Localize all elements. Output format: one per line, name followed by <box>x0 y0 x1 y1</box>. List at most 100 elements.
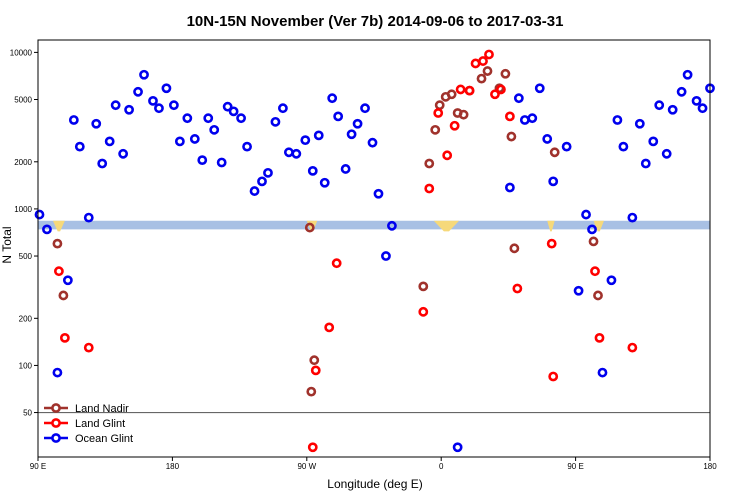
data-point <box>352 118 363 129</box>
data-point <box>74 141 85 152</box>
data-point <box>367 137 378 148</box>
data-point <box>490 89 500 100</box>
data-point <box>682 69 693 80</box>
x-tick-label: 180 <box>166 462 180 471</box>
data-point <box>548 176 559 187</box>
data-point <box>270 116 281 127</box>
data-point <box>500 68 511 79</box>
data-point <box>546 238 557 249</box>
data-point <box>52 367 63 378</box>
y-tick-label: 100 <box>19 361 33 370</box>
data-point <box>306 386 317 397</box>
data-point <box>104 136 115 147</box>
data-point <box>606 275 617 286</box>
data-point <box>133 86 143 97</box>
data-point <box>174 136 185 147</box>
data-point <box>373 188 384 199</box>
y-tick-label: 1000 <box>14 205 32 214</box>
data-point <box>249 186 260 196</box>
data-point <box>242 141 252 152</box>
data-point <box>482 66 493 76</box>
data-point <box>464 85 475 96</box>
data-point <box>263 167 273 178</box>
data-point <box>433 108 444 118</box>
data-point <box>58 290 69 301</box>
data-point <box>449 120 460 131</box>
data-point <box>458 109 469 120</box>
data-point <box>236 113 246 124</box>
data-point <box>527 113 538 124</box>
data-point <box>83 342 94 353</box>
data-point <box>307 442 318 453</box>
data-point <box>139 69 149 80</box>
data-point <box>455 84 466 95</box>
data-point <box>654 100 665 111</box>
data-point <box>327 93 338 104</box>
data-point <box>597 367 608 378</box>
data-point <box>304 222 315 233</box>
data-point <box>612 115 623 125</box>
data-point <box>618 141 629 152</box>
data-point <box>446 89 457 100</box>
data-point <box>561 141 572 152</box>
data-point <box>590 266 600 277</box>
data-point <box>573 285 584 296</box>
data-point <box>291 148 302 159</box>
data-point <box>676 86 687 97</box>
data-point <box>209 124 220 135</box>
legend-label: Land Nadir <box>75 403 129 415</box>
chart-title: 10N-15N November (Ver 7b) 2014-09-06 to … <box>187 13 564 30</box>
data-point <box>148 95 158 106</box>
data-point <box>197 155 208 166</box>
data-point <box>424 158 435 169</box>
data-point <box>59 332 70 343</box>
data-point <box>640 158 651 169</box>
data-point <box>534 83 545 94</box>
x-axis-label: Longitude (deg E) <box>327 477 422 491</box>
data-point <box>581 209 591 220</box>
data-point <box>691 95 702 106</box>
data-point <box>203 113 214 124</box>
data-point <box>313 130 324 141</box>
land-segment <box>547 220 555 232</box>
data-point <box>228 106 239 117</box>
data-point <box>549 147 560 158</box>
data-point <box>442 150 453 161</box>
data-point <box>418 306 429 317</box>
data-point <box>484 49 494 60</box>
land-segment <box>433 220 460 232</box>
data-point <box>91 118 102 129</box>
data-point <box>587 224 597 235</box>
x-tick-label: 0 <box>439 462 444 471</box>
data-point <box>418 281 429 292</box>
data-point <box>300 135 311 146</box>
data-point <box>381 251 391 261</box>
data-point <box>496 84 506 95</box>
land-segment <box>593 220 604 232</box>
legend-marker <box>51 433 61 443</box>
y-tick-label: 2000 <box>14 158 32 167</box>
data-point <box>387 220 397 231</box>
data-point <box>222 101 233 112</box>
y-tick-label: 200 <box>19 314 33 323</box>
y-tick-label: 10000 <box>10 48 33 57</box>
data-point <box>110 100 121 111</box>
data-point <box>542 134 553 144</box>
data-point <box>548 371 559 382</box>
data-point <box>661 148 672 159</box>
data-point <box>161 83 172 94</box>
data-point <box>68 115 79 125</box>
legend-marker <box>51 418 61 428</box>
data-point <box>430 124 441 135</box>
data-point <box>124 104 134 115</box>
data-point <box>62 275 73 286</box>
data-point <box>154 103 164 114</box>
y-tick-label: 500 <box>19 252 33 261</box>
data-point <box>97 158 108 169</box>
plot-layer: 50 100 200 500 1000 2000 5000 10000 90 E 180 90 W 0… <box>10 48 717 471</box>
x-tick-label: 90 E <box>567 462 583 471</box>
y-axis-label: N Total <box>0 226 14 263</box>
data-point <box>478 56 488 66</box>
data-point <box>593 290 603 301</box>
